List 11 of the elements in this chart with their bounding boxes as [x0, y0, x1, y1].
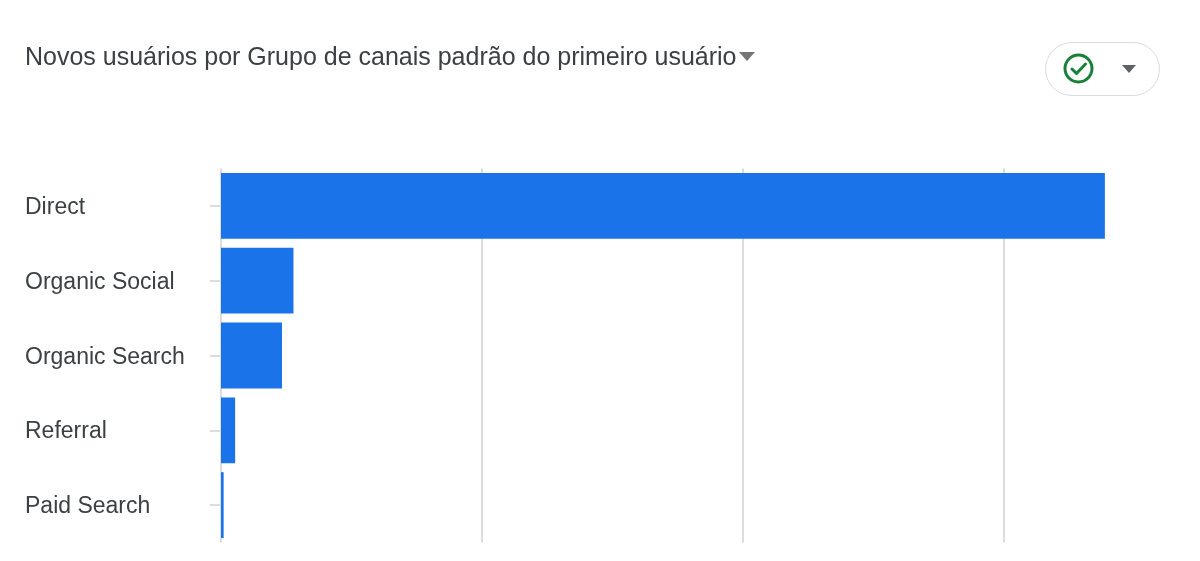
y-tick-label: Paid Search — [25, 492, 151, 519]
chart-title: Novos usuários por Grupo de canais padrão do primeiro usuário — [25, 42, 737, 71]
bar — [221, 397, 236, 464]
y-tick-label: Organic Social — [25, 267, 175, 294]
bar — [221, 247, 294, 314]
y-tick-label: Referral — [25, 417, 107, 444]
bar — [221, 472, 224, 539]
y-tick-label: Direct — [25, 192, 86, 219]
y-tick-label: Organic Search — [25, 342, 185, 369]
bar — [221, 172, 1105, 239]
bar — [221, 322, 282, 389]
